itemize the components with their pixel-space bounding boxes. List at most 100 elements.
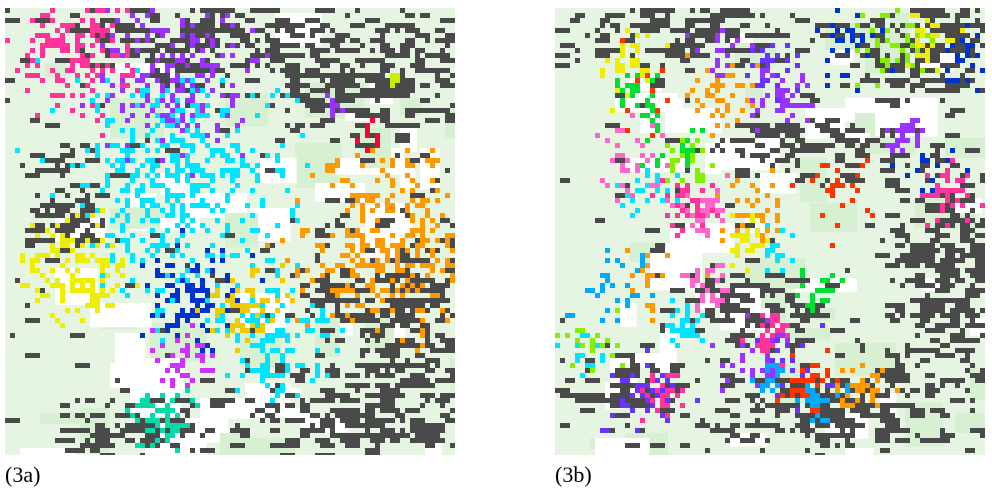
cluster-dot	[145, 208, 150, 213]
cluster-dot	[965, 53, 970, 58]
dark-region	[865, 223, 875, 228]
cluster-dot	[125, 148, 130, 153]
cluster-dot	[160, 98, 165, 103]
cluster-dot	[360, 258, 365, 263]
cluster-dot	[760, 58, 765, 63]
cluster-dot	[190, 103, 195, 108]
cluster-dot	[360, 238, 365, 243]
dark-region	[380, 278, 390, 283]
dark-region	[935, 13, 940, 18]
dark-region	[925, 68, 940, 73]
cluster-dot	[125, 238, 130, 243]
dark-region	[310, 53, 315, 58]
dark-region	[310, 33, 315, 38]
cluster-dot	[320, 308, 325, 313]
cluster-dot	[800, 388, 805, 393]
cluster-dot	[445, 233, 450, 238]
dark-region	[735, 173, 750, 178]
dark-region	[400, 288, 405, 293]
dark-speck	[415, 383, 425, 388]
cluster-dot	[620, 53, 625, 58]
cluster-dot	[755, 188, 760, 193]
dark-region	[420, 83, 430, 88]
dark-region	[835, 138, 850, 143]
cluster-dot	[390, 293, 395, 298]
dark-region	[815, 148, 825, 153]
dark-region	[70, 183, 85, 188]
dark-region	[60, 173, 65, 178]
dark-speck	[895, 363, 905, 368]
cluster-dot	[200, 353, 205, 358]
cluster-dot	[765, 338, 770, 343]
cluster-dot	[115, 283, 120, 288]
dark-speck	[910, 388, 920, 393]
dark-region	[815, 23, 825, 28]
cluster-dot	[100, 278, 105, 283]
dark-region	[815, 433, 830, 438]
cluster-dot	[655, 73, 660, 78]
dark-region	[200, 18, 215, 23]
dark-region	[975, 378, 985, 383]
cluster-dot	[75, 38, 80, 43]
cluster-dot	[150, 63, 155, 68]
cluster-dot	[635, 103, 640, 108]
cluster-dot	[125, 183, 130, 188]
dark-speck	[145, 13, 160, 18]
dark-region	[570, 18, 580, 23]
cluster-dot	[145, 73, 150, 78]
cluster-dot	[195, 108, 200, 113]
cluster-dot	[75, 308, 80, 313]
dark-region	[415, 303, 425, 308]
cluster-dot	[190, 188, 195, 193]
dark-region	[815, 408, 830, 413]
cluster-dot	[130, 103, 135, 108]
cluster-dot	[600, 358, 605, 363]
cluster-dot	[190, 323, 195, 328]
dark-region	[85, 443, 100, 448]
dark-region	[935, 223, 940, 228]
cluster-dot	[825, 373, 830, 378]
cluster-dot	[245, 363, 250, 368]
cluster-dot	[350, 248, 355, 253]
dark-region	[325, 413, 330, 418]
dark-region	[745, 278, 750, 283]
cluster-dot	[195, 313, 200, 318]
cluster-dot	[825, 278, 830, 283]
dark-region	[400, 313, 405, 318]
cluster-dot	[155, 438, 160, 443]
cluster-dot	[50, 108, 55, 113]
cluster-dot	[255, 328, 260, 333]
dark-region	[375, 403, 380, 408]
dark-region	[380, 43, 385, 48]
cluster-dot	[625, 83, 630, 88]
cluster-dot	[150, 163, 155, 168]
dark-region	[300, 403, 310, 408]
dark-speck	[895, 438, 910, 443]
cluster-dot	[425, 263, 430, 268]
cluster-dot	[670, 158, 675, 163]
cluster-dot	[100, 113, 105, 118]
cluster-dot	[125, 53, 130, 58]
cluster-dot	[305, 328, 310, 333]
cluster-dot	[275, 88, 280, 93]
cluster-dot	[295, 263, 300, 268]
cluster-dot	[100, 43, 105, 48]
dark-region	[850, 423, 865, 428]
dark-region	[380, 403, 385, 408]
cluster-dot	[220, 253, 225, 258]
dark-region	[865, 413, 875, 418]
dark-region	[760, 448, 765, 453]
dark-region	[950, 48, 965, 53]
cluster-dot	[660, 68, 665, 73]
cluster-dot	[180, 168, 185, 173]
dark-region	[845, 178, 860, 183]
dark-region	[585, 33, 590, 38]
cluster-dot	[165, 28, 170, 33]
dark-region	[875, 413, 885, 418]
dark-region	[610, 398, 620, 403]
cluster-dot	[250, 268, 255, 273]
cluster-dot	[70, 68, 75, 73]
dark-speck	[900, 253, 910, 258]
dark-speck	[895, 258, 905, 263]
cluster-dot	[170, 433, 175, 438]
